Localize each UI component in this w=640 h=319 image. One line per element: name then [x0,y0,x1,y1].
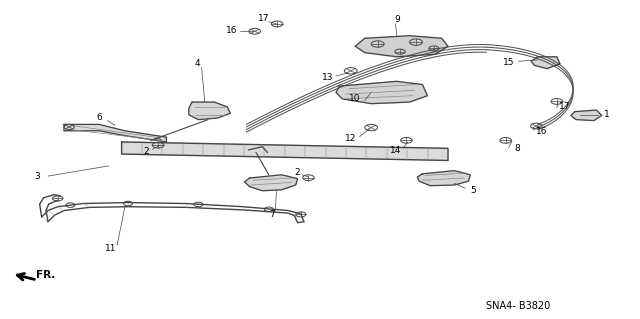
Polygon shape [571,110,602,121]
Text: 17: 17 [559,102,570,111]
Text: 8: 8 [515,144,520,153]
Text: SNA4- B3820: SNA4- B3820 [486,301,550,311]
Text: 12: 12 [345,134,356,143]
Text: 4: 4 [195,59,200,68]
Text: 3: 3 [35,172,40,181]
Polygon shape [64,124,166,142]
Polygon shape [122,142,448,160]
Text: 14: 14 [390,146,401,155]
Text: 16: 16 [536,127,547,136]
Polygon shape [244,175,298,191]
Text: 9: 9 [394,15,399,24]
Polygon shape [336,81,428,104]
Polygon shape [417,171,470,186]
Text: 16: 16 [226,26,237,35]
Polygon shape [355,36,448,57]
Text: 11: 11 [105,244,116,253]
Text: 5: 5 [471,186,476,195]
Text: 2: 2 [295,168,300,177]
Text: 10: 10 [349,94,361,103]
Text: 15: 15 [503,58,515,67]
Text: 6: 6 [97,113,102,122]
Text: 7: 7 [269,210,275,219]
Text: FR.: FR. [36,270,56,280]
Polygon shape [531,57,560,69]
Polygon shape [189,102,230,120]
Text: 17: 17 [258,14,269,23]
Text: 2: 2 [143,147,148,156]
Text: 1: 1 [604,110,609,119]
Text: 13: 13 [322,73,333,82]
